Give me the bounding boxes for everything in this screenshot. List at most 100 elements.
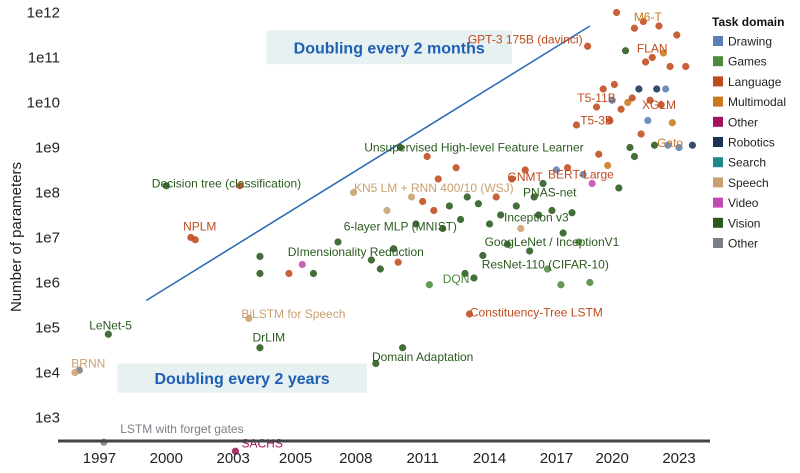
data-point bbox=[635, 85, 643, 93]
legend-entry: Other bbox=[728, 115, 758, 129]
legend-swatch bbox=[713, 137, 723, 147]
y-tick-label: 1e9 bbox=[35, 140, 60, 157]
annotation-label: LSTM with forget gates bbox=[120, 422, 243, 436]
annotation-label: Domain Adaptation bbox=[372, 350, 473, 364]
legend-entry: Robotics bbox=[728, 136, 775, 150]
annotation-label: T5-3B bbox=[580, 114, 613, 128]
data-point bbox=[682, 62, 690, 71]
data-point bbox=[641, 58, 650, 66]
data-point bbox=[419, 197, 427, 206]
data-point bbox=[584, 42, 592, 50]
legend-swatch bbox=[713, 238, 723, 248]
annotation-label: BiLSTM for Speech bbox=[241, 307, 345, 321]
data-point bbox=[595, 150, 603, 158]
data-point bbox=[572, 121, 581, 129]
legend-swatch bbox=[713, 96, 723, 107]
data-point bbox=[479, 251, 487, 260]
data-point bbox=[517, 224, 525, 233]
data-point bbox=[630, 24, 639, 32]
y-tick-label: 1e6 bbox=[35, 275, 60, 292]
legend-entry: Games bbox=[728, 55, 767, 69]
annotation-label: SACHS bbox=[241, 437, 282, 451]
annotation-label: T5-11B bbox=[577, 91, 615, 105]
y-axis-label: Number of parameters bbox=[8, 162, 25, 312]
annotation-label: GPT-3 175B (davinci) bbox=[468, 33, 583, 47]
data-point bbox=[367, 256, 375, 264]
axes: 1997 2000 2003 2005 2008 2011 2014 2017 2020 2023… bbox=[27, 5, 710, 467]
data-point bbox=[653, 85, 661, 93]
data-point bbox=[104, 330, 112, 338]
annotation-label: DrLIM bbox=[253, 330, 286, 344]
x-tick-label: 2003 bbox=[217, 450, 250, 467]
data-point bbox=[628, 94, 636, 102]
data-point bbox=[559, 229, 567, 237]
data-point bbox=[521, 166, 529, 174]
annotation-label: NPLM bbox=[183, 219, 216, 233]
y-tick-label: 1e4 bbox=[35, 365, 60, 382]
data-point bbox=[399, 344, 407, 352]
point-annotations: M6-T FLAN GPT-3 175B (davinci) T5-11B XGLM T5… bbox=[71, 10, 683, 451]
legend-swatch bbox=[713, 56, 723, 67]
data-point bbox=[610, 80, 618, 89]
y-tick-label: 1e10 bbox=[27, 95, 60, 112]
legend: Task domain Drawing Games Language Multimoda… bbox=[712, 15, 786, 251]
data-point bbox=[445, 202, 454, 210]
band-label-1: Doubling every 2 years bbox=[155, 371, 330, 388]
data-point bbox=[256, 344, 264, 352]
data-point bbox=[579, 170, 587, 179]
doubling-band-0 bbox=[266, 30, 512, 65]
data-point bbox=[617, 105, 625, 113]
annotation-label: Constituency-Tree LSTM bbox=[470, 306, 603, 320]
data-point bbox=[657, 101, 665, 109]
data-point bbox=[425, 281, 433, 289]
y-tick-label: 1e3 bbox=[35, 410, 60, 427]
data-point bbox=[604, 161, 612, 170]
trend-line bbox=[145, 25, 591, 302]
data-point bbox=[639, 17, 647, 26]
annotation-label: Gato bbox=[657, 136, 683, 150]
annotation-label: BRNN bbox=[71, 357, 105, 371]
data-point bbox=[245, 314, 253, 323]
x-tick-label: 2011 bbox=[407, 450, 439, 467]
legend-swatch bbox=[713, 116, 723, 127]
data-point bbox=[592, 103, 601, 111]
data-point bbox=[543, 265, 552, 273]
data-point bbox=[407, 193, 416, 201]
data-point bbox=[430, 206, 438, 215]
data-point bbox=[626, 143, 634, 152]
data-point bbox=[588, 179, 596, 188]
data-point bbox=[485, 220, 494, 228]
data-point bbox=[497, 211, 505, 219]
x-tick-label: 2000 bbox=[150, 450, 183, 467]
data-point bbox=[659, 49, 668, 57]
annotation-label: GNMT bbox=[508, 170, 544, 184]
legend-entry: Multimodal bbox=[728, 95, 786, 109]
legend-entry: Other bbox=[728, 237, 758, 251]
data-point bbox=[492, 193, 500, 201]
data-point bbox=[423, 152, 431, 161]
data-point bbox=[630, 152, 639, 161]
x-tick-label: 2023 bbox=[662, 450, 695, 467]
data-point bbox=[372, 359, 380, 368]
data-point bbox=[285, 269, 293, 278]
data-point bbox=[637, 130, 645, 138]
data-point bbox=[309, 269, 318, 278]
data-point bbox=[376, 265, 384, 273]
data-point bbox=[606, 116, 614, 125]
data-point bbox=[526, 247, 534, 255]
legend-swatch bbox=[713, 217, 723, 228]
data-point bbox=[394, 258, 402, 266]
data-point bbox=[412, 220, 420, 228]
annotation-label: XGLM bbox=[642, 98, 676, 112]
data-point bbox=[675, 143, 683, 152]
data-point bbox=[474, 200, 482, 208]
data-point bbox=[548, 206, 556, 215]
legend-entry: Video bbox=[728, 196, 759, 210]
data-point bbox=[512, 202, 520, 210]
data-point bbox=[461, 269, 469, 278]
annotation-label: DImensionality Reduction bbox=[288, 245, 424, 259]
data-point bbox=[646, 96, 654, 104]
data-point bbox=[673, 31, 681, 39]
legend-entry: Vision bbox=[728, 216, 760, 230]
y-tick-label: 1e11 bbox=[28, 50, 60, 67]
